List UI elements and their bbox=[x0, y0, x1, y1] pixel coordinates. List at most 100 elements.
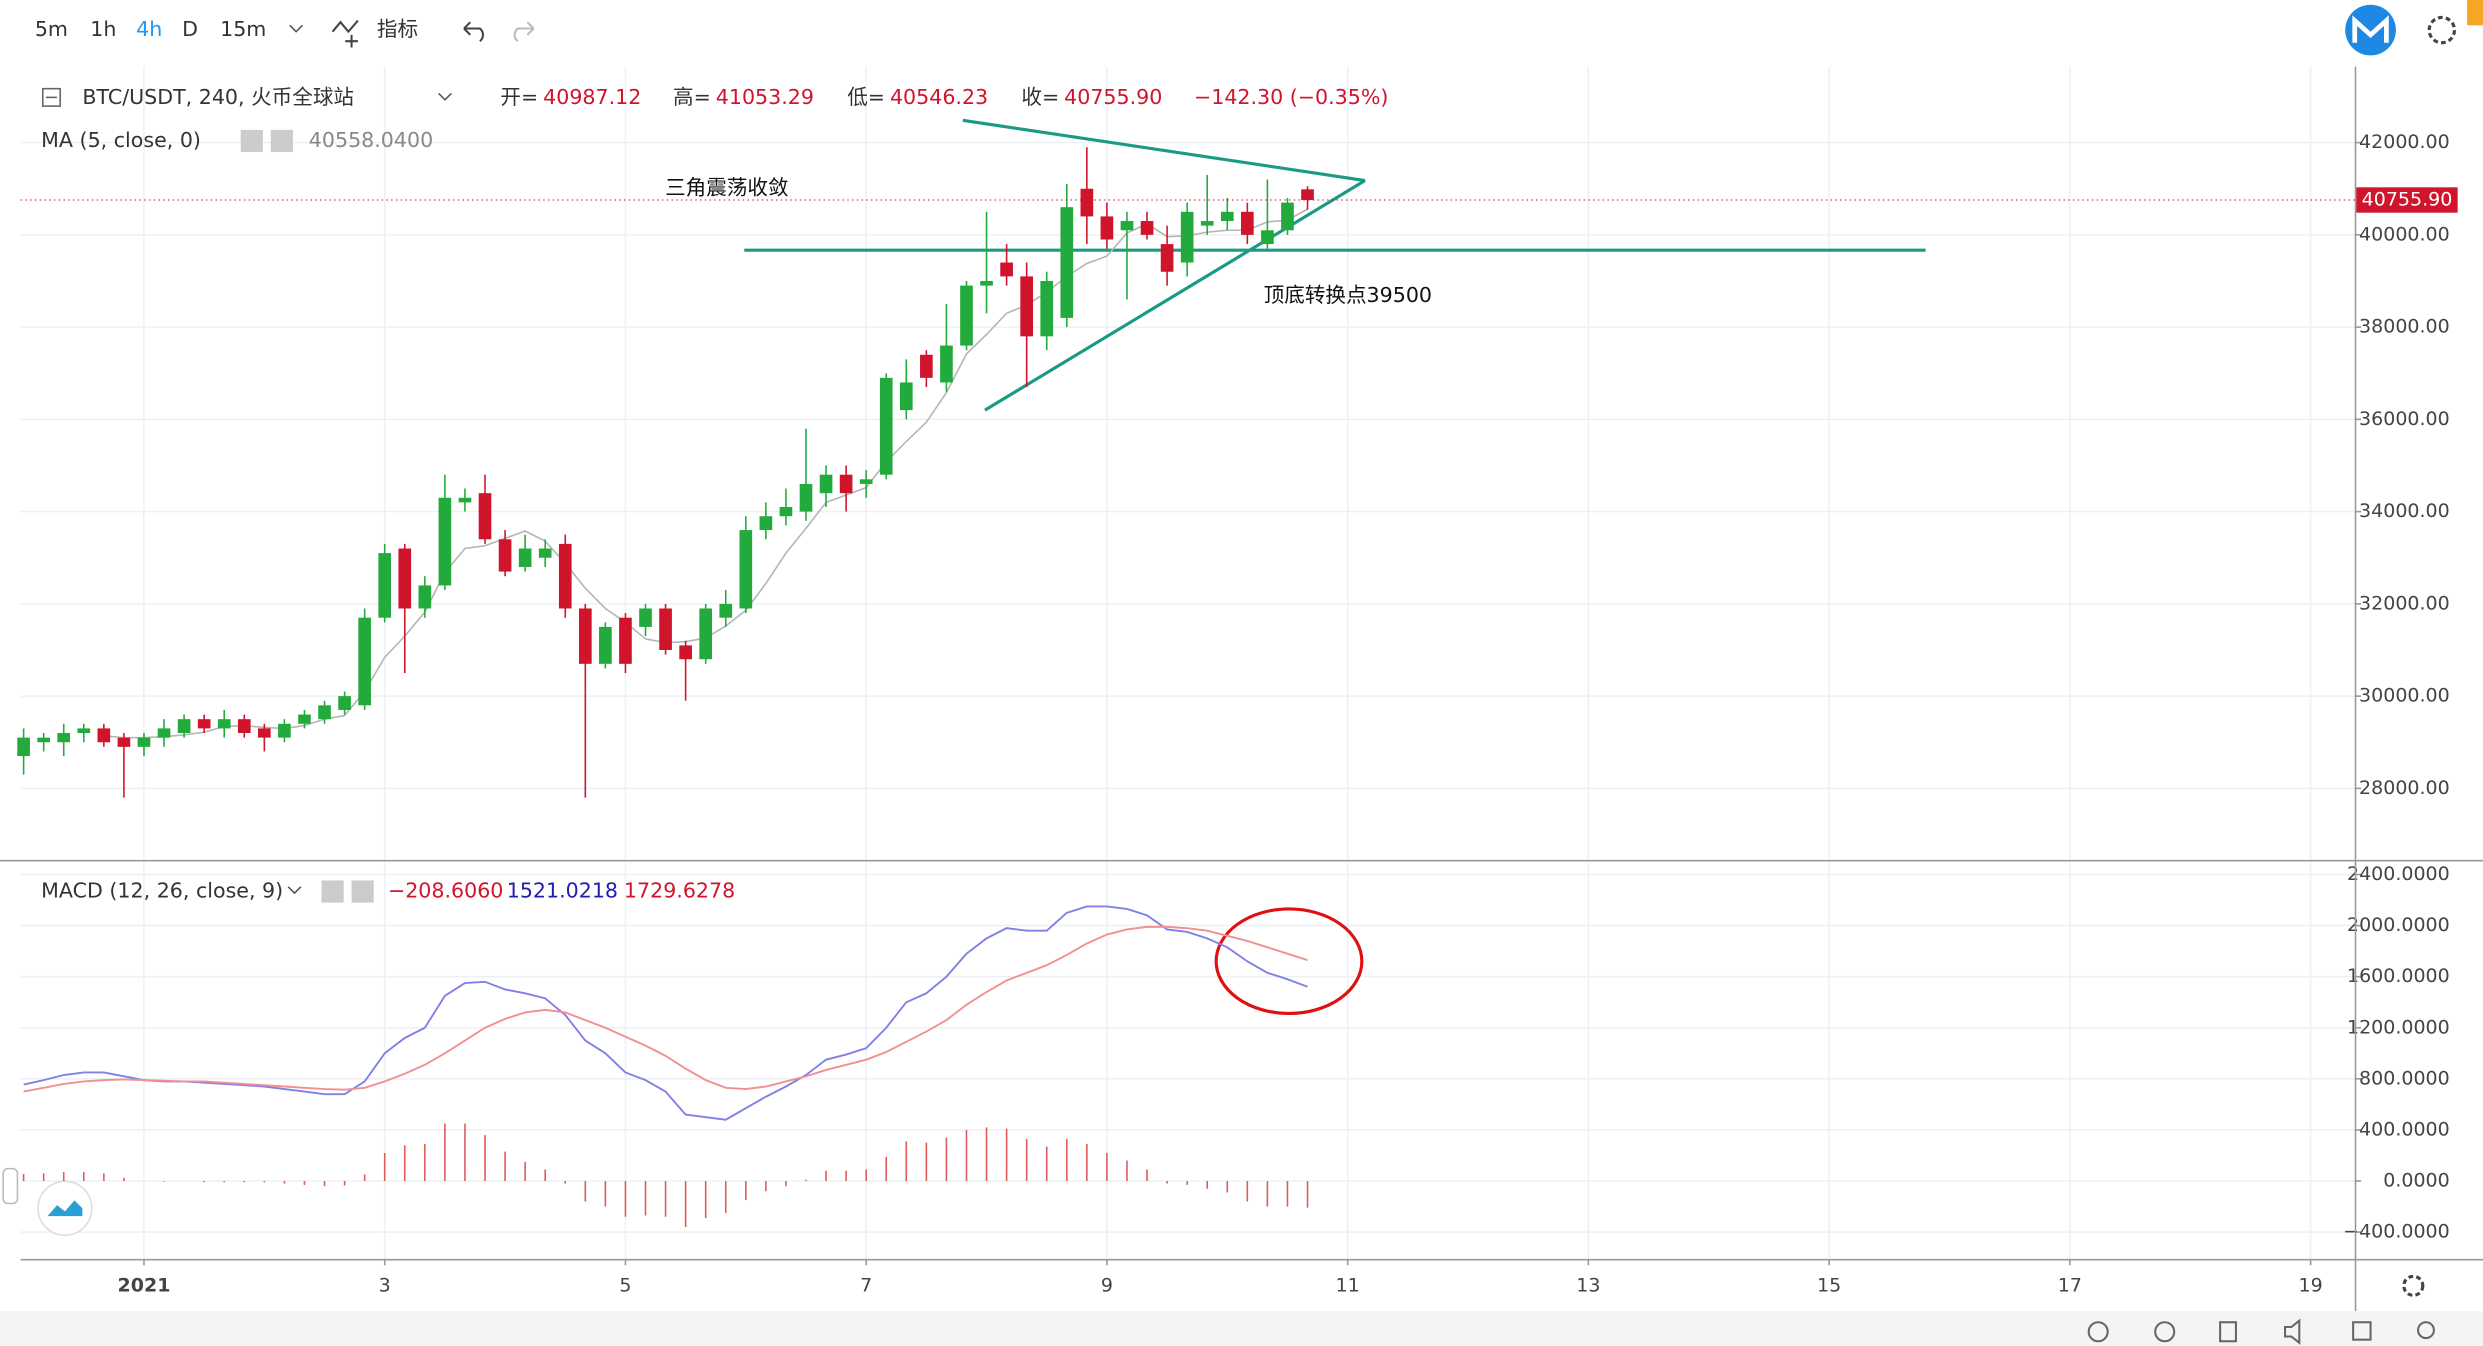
candle-body bbox=[1200, 221, 1214, 226]
side-toggle[interactable] bbox=[2, 1167, 19, 1205]
candle-body bbox=[498, 539, 512, 572]
interval[interactable]: 15m bbox=[220, 17, 266, 41]
highlight-circle bbox=[1214, 907, 1364, 1016]
icon[interactable] bbox=[2219, 1321, 2237, 1343]
candle-body bbox=[1140, 221, 1154, 235]
candle-body bbox=[1220, 211, 1234, 222]
settings[interactable] bbox=[2427, 15, 2457, 45]
candle-body bbox=[839, 474, 853, 494]
candle-body bbox=[940, 345, 953, 383]
candle-body bbox=[278, 723, 291, 738]
candle-body bbox=[157, 728, 171, 738]
x-tick-label: 17 bbox=[2058, 1274, 2082, 1296]
candle-body bbox=[438, 497, 452, 586]
candle-body bbox=[1160, 244, 1174, 272]
indicator-value: 40558.0400 bbox=[309, 128, 433, 152]
candle-body bbox=[859, 479, 873, 484]
redo[interactable] bbox=[513, 21, 535, 42]
change: −142.30 (−0.35%) bbox=[1194, 85, 1388, 109]
candle-body bbox=[639, 608, 652, 627]
candle-body bbox=[980, 280, 993, 286]
y-tick-label: 1600.0000 bbox=[2347, 965, 2450, 987]
tv-logo[interactable] bbox=[37, 1180, 93, 1236]
candle-body bbox=[619, 617, 632, 664]
trendline bbox=[962, 118, 1366, 183]
candle-body bbox=[960, 285, 973, 346]
logo[interactable] bbox=[2345, 4, 2396, 56]
last-price-tag bbox=[2356, 187, 2458, 213]
candle-body bbox=[759, 516, 773, 531]
collapse-icon[interactable] bbox=[41, 87, 61, 107]
x-tick-label: 9 bbox=[1101, 1274, 1113, 1296]
interval[interactable]: 1h bbox=[90, 17, 116, 41]
candle-body bbox=[358, 617, 371, 706]
dropdown-icon[interactable] bbox=[287, 886, 302, 895]
axis-settings[interactable] bbox=[2402, 1274, 2425, 1297]
candle-body bbox=[578, 608, 592, 664]
indicator-icon[interactable] bbox=[331, 19, 359, 48]
icon[interactable] bbox=[2417, 1321, 2435, 1340]
macd-line bbox=[23, 905, 1308, 1121]
y-tick-label: 28000.00 bbox=[2359, 777, 2450, 799]
candle-body bbox=[1241, 211, 1254, 235]
icon[interactable] bbox=[2087, 1321, 2109, 1343]
icon[interactable] bbox=[2154, 1321, 2176, 1343]
candle-body bbox=[1060, 207, 1074, 318]
x-tick-label: 19 bbox=[2298, 1274, 2322, 1296]
interval[interactable]: 4h bbox=[136, 17, 162, 41]
annotation: 三角震荡收敛 bbox=[665, 175, 788, 199]
candle-body bbox=[558, 543, 572, 609]
candle-body bbox=[137, 737, 151, 747]
candle-body bbox=[217, 719, 231, 729]
y-tick-label: 32000.00 bbox=[2359, 592, 2450, 614]
candle-body bbox=[1281, 202, 1294, 231]
candle-body bbox=[659, 608, 672, 650]
candle-body bbox=[318, 705, 331, 720]
candle-body bbox=[679, 645, 692, 660]
candle-body bbox=[177, 719, 191, 734]
indicators-button[interactable]: 指标 bbox=[377, 17, 418, 41]
candle-body bbox=[799, 483, 813, 512]
y-tick-label: 34000.00 bbox=[2359, 500, 2450, 522]
tv-logo-mark bbox=[47, 1200, 83, 1217]
remove-icon[interactable] bbox=[351, 880, 374, 903]
candle-body bbox=[1180, 211, 1194, 263]
legend-value: 1521.0218 bbox=[507, 879, 618, 903]
logo-mark bbox=[2352, 15, 2389, 43]
candle-body bbox=[338, 696, 351, 710]
indicator-name[interactable]: MA (5, close, 0) bbox=[41, 128, 201, 152]
symbol[interactable]: BTC/USDT, 240, 火币全球站 bbox=[82, 85, 354, 109]
trendlines bbox=[744, 118, 1926, 412]
y-tick-label: 2000.0000 bbox=[2347, 914, 2450, 936]
candle-body bbox=[97, 728, 111, 743]
dropdown-icon[interactable] bbox=[289, 24, 304, 33]
legend-label: 低= bbox=[847, 85, 885, 109]
candle-body bbox=[1120, 221, 1134, 231]
legend-value: 41053.29 bbox=[716, 85, 814, 109]
bottom-toolbar bbox=[0, 1311, 2483, 1346]
undo[interactable] bbox=[463, 21, 484, 42]
macd-title[interactable]: MACD (12, 26, close, 9) bbox=[41, 879, 283, 903]
visibility-icon[interactable] bbox=[240, 129, 263, 153]
candle-body bbox=[298, 714, 311, 724]
icon[interactable] bbox=[2352, 1321, 2372, 1341]
interval[interactable]: D bbox=[182, 17, 198, 41]
legend-value: 40987.12 bbox=[543, 85, 641, 109]
candle-body bbox=[458, 497, 472, 503]
candle-body bbox=[117, 737, 131, 747]
candle-body bbox=[879, 377, 893, 475]
y-tick-label: 30000.00 bbox=[2359, 685, 2450, 707]
visibility-icon[interactable] bbox=[321, 880, 344, 903]
remove-icon[interactable] bbox=[270, 129, 293, 153]
x-tick-label: 7 bbox=[860, 1274, 872, 1296]
y-tick-label: 38000.00 bbox=[2359, 316, 2450, 338]
icon[interactable] bbox=[2284, 1318, 2301, 1345]
interval[interactable]: 5m bbox=[35, 17, 68, 41]
annotation: 顶底转换点39500 bbox=[1264, 283, 1432, 307]
y-tick-label: −400.0000 bbox=[2343, 1221, 2450, 1243]
dropdown-icon[interactable] bbox=[438, 92, 452, 101]
candle-body bbox=[1261, 230, 1274, 245]
legend-value: 1729.6278 bbox=[624, 879, 735, 903]
